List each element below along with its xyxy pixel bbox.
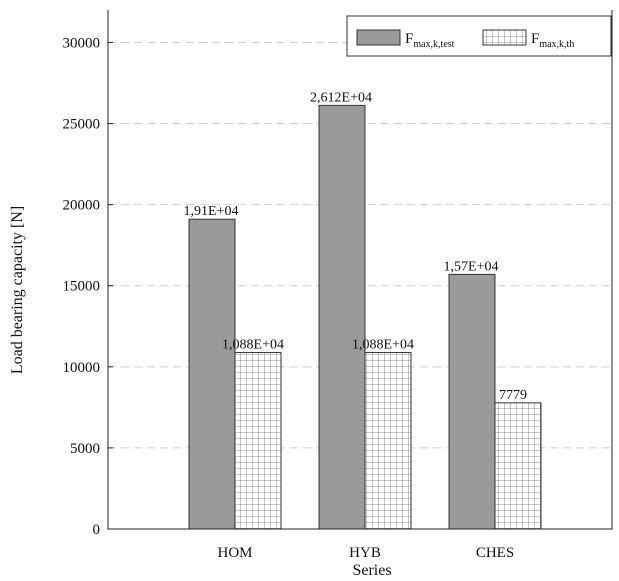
legend: Fmax,k,test Fmax,k,th: [346, 15, 612, 57]
bar-test: [318, 104, 366, 530]
x-axis-title: Series: [352, 562, 391, 579]
plot-frame: [107, 10, 613, 530]
x-tick-label: CHES: [476, 545, 514, 561]
y-tick-label: 0: [93, 522, 101, 538]
data-labels: 1,91E+04 1,088E+04 2,612E+04 1,088E+04 1,57E…: [184, 90, 527, 402]
bar-test: [188, 218, 236, 530]
data-label: 1,57E+04: [444, 259, 499, 274]
legend-swatch-test: [356, 29, 401, 46]
legend-label-th: Fmax,k,th: [531, 31, 574, 50]
data-label: 1,91E+04: [184, 204, 239, 219]
legend-swatch-th: [482, 29, 527, 46]
y-tick-label: 20000: [63, 198, 101, 214]
data-label: 1,088E+04: [352, 338, 414, 353]
bar-th: [364, 352, 412, 530]
y-tick-label: 25000: [63, 117, 101, 133]
y-tick-label: 5000: [70, 441, 100, 457]
axes: [107, 10, 613, 530]
bar-th: [494, 402, 542, 530]
data-label: 1,088E+04: [222, 338, 284, 353]
y-tick-label: 15000: [63, 279, 101, 295]
bars: [188, 104, 542, 530]
bar-th: [234, 352, 282, 530]
x-tick-label: HOM: [217, 545, 252, 561]
y-tick-label: 10000: [63, 360, 101, 376]
data-label: 7779: [499, 388, 527, 403]
bar-test: [448, 273, 496, 530]
legend-label-test: Fmax,k,test: [405, 31, 455, 50]
y-axis-title: Load bearing capacity [N]: [9, 206, 26, 374]
data-label: 2,612E+04: [310, 90, 372, 105]
x-tick-label: HYB: [349, 545, 381, 561]
tick-labels: 0 5000 10000 15000 20000 25000 30000 HOM HYB CHES: [63, 35, 515, 561]
y-tick-label: 30000: [63, 35, 101, 51]
